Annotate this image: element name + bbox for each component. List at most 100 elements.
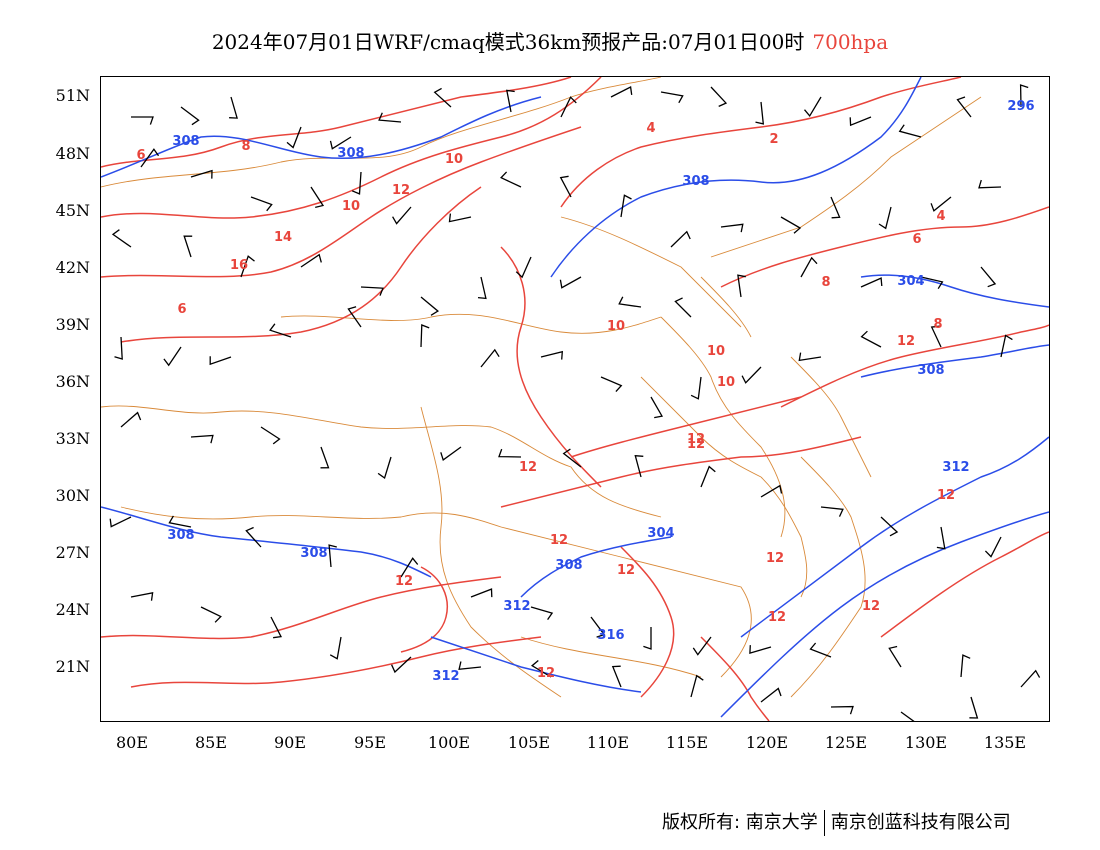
wind-barb	[391, 656, 412, 674]
boundary-line	[420, 406, 562, 698]
temperature-contour-label: 6	[136, 148, 145, 163]
wind-barb	[260, 426, 281, 445]
wind-barb	[690, 376, 702, 400]
temperature-contour	[130, 636, 542, 688]
wind-barb	[800, 256, 818, 278]
wind-barb	[878, 206, 892, 230]
temperature-contour-label: 12	[392, 183, 410, 198]
wind-barb	[286, 126, 302, 149]
temperature-contour	[101, 77, 572, 168]
temperature-contour-label: 12	[687, 437, 705, 452]
wind-barb	[560, 96, 577, 118]
wind-barb	[760, 687, 782, 703]
wind-barb	[643, 627, 652, 650]
contour-labels: 308 308 308 296 304 308 312 308 308 304 308 312 316 3…	[136, 99, 1034, 684]
wind-barb	[700, 465, 716, 488]
temperature-contour	[500, 436, 862, 508]
temperature-contour-label: 12	[768, 610, 786, 625]
wind-barb	[168, 515, 192, 528]
wind-barb	[880, 516, 899, 537]
temperature-contour-label: 12	[550, 533, 568, 548]
temperature-contour-label: 10	[717, 375, 735, 390]
wind-barb	[245, 526, 262, 548]
wind-barb	[692, 636, 712, 656]
wind-barb	[229, 96, 238, 119]
height-contour-label: 308	[555, 558, 582, 573]
boundary-line	[280, 313, 662, 334]
wind-barb	[650, 396, 664, 419]
lat-tick-label: 51N	[55, 86, 90, 105]
temperature-contour	[780, 324, 1049, 408]
temperature-contour-label: 12	[862, 599, 880, 614]
wind-barb	[392, 206, 412, 225]
wind-barb	[830, 196, 841, 219]
weather-map[interactable]: 308 308 308 296 304 308 312 308 308 304 308 312 316 3…	[101, 77, 1049, 721]
wind-barb	[1000, 334, 1013, 358]
lon-tick-label: 130E	[904, 733, 948, 752]
wind-barb	[270, 616, 282, 639]
wind-barb	[898, 124, 922, 138]
temperature-contour-label: 16	[230, 258, 248, 273]
wind-barb	[458, 661, 482, 671]
wind-barb	[900, 711, 915, 721]
height-contour-label: 316	[597, 628, 624, 643]
lon-tick-label: 100E	[427, 733, 471, 752]
height-contour-label: 308	[167, 528, 194, 543]
height-contour	[740, 436, 1049, 638]
map-frame[interactable]: 308 308 308 296 304 308 312 308 308 304 308 312 316 3…	[100, 76, 1050, 722]
wind-barb	[978, 179, 1002, 189]
boundary-line	[710, 96, 982, 258]
wind-barb	[920, 276, 944, 290]
wind-barb	[347, 306, 362, 328]
wind-barb	[1019, 84, 1029, 108]
wind-barb	[180, 106, 200, 126]
wind-barb	[250, 196, 273, 212]
wind-barb	[328, 544, 337, 568]
wind-barb	[190, 434, 214, 444]
wind-barb	[515, 256, 532, 279]
lat-tick-label: 39N	[55, 315, 90, 334]
height-contour	[101, 506, 432, 578]
wind-barb	[209, 356, 232, 366]
wind-barb	[749, 645, 772, 654]
temperature-contour-label: 14	[274, 230, 292, 245]
wind-barb	[956, 96, 972, 118]
wind-barb	[114, 336, 123, 360]
wind-barb	[741, 366, 762, 384]
wind-barb	[755, 101, 765, 125]
temperature-contour	[500, 246, 602, 488]
lon-tick-label: 135E	[983, 733, 1027, 752]
boundary-line	[790, 456, 866, 698]
wind-barb	[720, 223, 744, 233]
height-contour-label: 308	[917, 363, 944, 378]
lat-tick-label: 42N	[55, 258, 90, 277]
wind-barb	[809, 642, 832, 658]
lon-tick-label: 120E	[745, 733, 789, 752]
temperature-contour-label: 12	[766, 551, 784, 566]
footer-divider	[823, 810, 825, 836]
boundary-line	[101, 405, 662, 518]
temperature-contour-label: 10	[707, 344, 725, 359]
temperature-contour	[560, 77, 962, 208]
wind-barb	[559, 276, 582, 289]
lon-tick-label: 115E	[665, 733, 709, 752]
temperature-contour-label: 6	[177, 302, 186, 317]
wind-barb	[600, 376, 623, 393]
temperature-contour	[880, 531, 1049, 638]
wind-barb	[611, 665, 622, 688]
height-contour-label: 308	[682, 174, 709, 189]
temperature-contour	[101, 576, 502, 640]
height-contour	[520, 536, 672, 598]
lat-tick-label: 27N	[55, 543, 90, 562]
wind-barb	[820, 506, 844, 517]
wind-barb	[420, 324, 430, 348]
wind-barb	[433, 87, 452, 108]
copyright-right: 南京创蓝科技有限公司	[830, 812, 1011, 833]
temperature-contour-label: 8	[933, 317, 942, 332]
wind-barb	[420, 296, 440, 316]
boundary-line	[101, 77, 662, 188]
wind-barb	[440, 446, 462, 461]
temperature-contour	[101, 126, 582, 278]
wind-barb	[130, 591, 154, 601]
lon-tick-label: 80E	[115, 733, 149, 752]
